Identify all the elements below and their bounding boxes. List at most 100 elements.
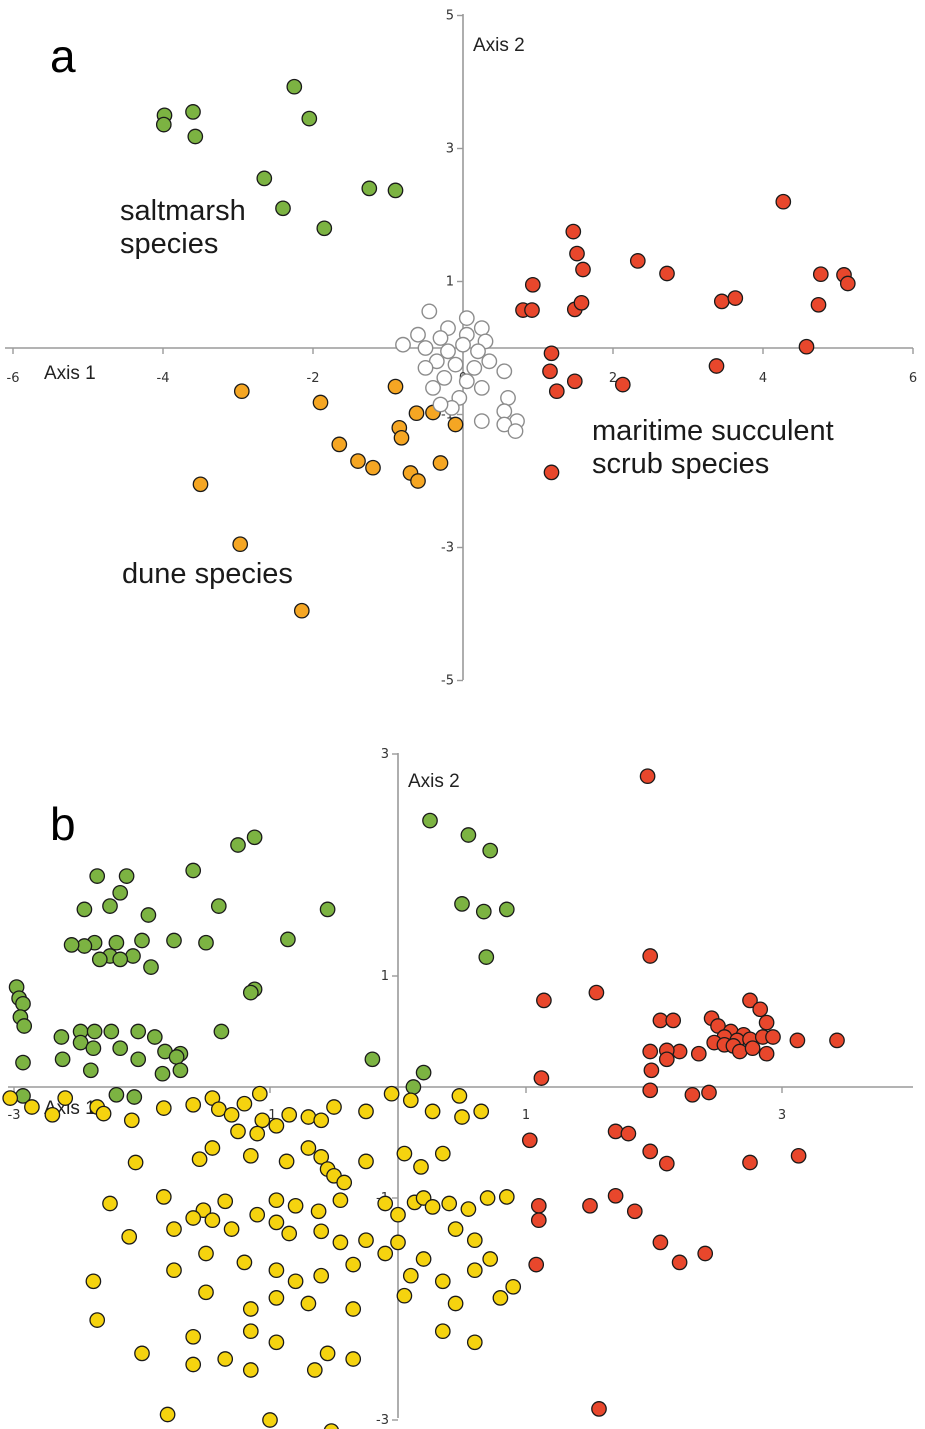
scatter-point (432, 455, 449, 471)
scatter-point (566, 373, 583, 390)
series-annotation: species (120, 228, 218, 260)
scatter-point (498, 901, 515, 918)
scatter-point (454, 1109, 470, 1125)
y-tick-label: -5 (441, 674, 454, 689)
x-tick-label: -2 (307, 371, 320, 386)
series-group (192, 378, 464, 619)
scatter-point (708, 358, 725, 374)
series-annotation: dune species (122, 558, 293, 590)
scatter-point (470, 343, 486, 360)
scatter-point (242, 1301, 259, 1317)
scatter-point (127, 1154, 144, 1171)
scatter-point (542, 363, 558, 380)
scatter-point (395, 336, 411, 353)
scatter-point (458, 310, 475, 326)
scatter-point (134, 1345, 150, 1362)
scatter-point (643, 1062, 660, 1079)
scatter-point (455, 336, 471, 353)
scatter-point (434, 1273, 451, 1290)
scatter-point (591, 1401, 607, 1417)
scatter-point (319, 1345, 336, 1362)
scatter-point (752, 1001, 769, 1018)
scatter-point (460, 827, 477, 843)
scatter-point (481, 353, 498, 370)
scatter-point (614, 376, 631, 393)
scatter-point (268, 1290, 285, 1306)
scatter-point (85, 1273, 102, 1290)
scatter-point (185, 104, 201, 120)
scatter-point (251, 1085, 268, 1102)
scatter-point (543, 345, 560, 362)
scatter-point (451, 1088, 468, 1104)
scatter-point (421, 303, 438, 320)
scatter-point (358, 1153, 374, 1170)
scatter-point (331, 436, 348, 453)
panel-label: a (50, 30, 76, 82)
scatter-point (198, 934, 214, 951)
x-tick-label: 3 (778, 1108, 786, 1123)
scatter-point (447, 1295, 464, 1312)
scatter-point (454, 896, 470, 912)
scatter-point (236, 1254, 253, 1271)
scatter-point (434, 1145, 451, 1162)
x-tick-label: 4 (759, 371, 767, 386)
scatter-point (402, 1092, 419, 1109)
scatter-point (569, 245, 585, 262)
x-tick-label: -6 (7, 371, 20, 386)
scatter-point (548, 383, 565, 400)
scatter-point (233, 383, 250, 400)
scatter-point (123, 1112, 140, 1129)
scatter-point (154, 1065, 171, 1082)
scatter-point (742, 1154, 758, 1171)
scatter-point (358, 1232, 374, 1249)
panel-label: b (50, 798, 76, 850)
scatter-point (620, 1125, 637, 1142)
scatter-point (210, 1101, 227, 1118)
scatter-point (287, 1197, 304, 1214)
scatter-point (690, 1045, 707, 1062)
scatter-point (223, 1106, 240, 1123)
series-group (2, 1085, 522, 1429)
scatter-point (103, 1023, 120, 1040)
scatter-point (15, 1054, 31, 1071)
scatter-point (155, 1189, 172, 1205)
scatter-point (345, 1301, 362, 1317)
scatter-point (140, 907, 157, 923)
scatter-point (697, 1245, 714, 1262)
scatter-point (390, 1206, 406, 1223)
scatter-point (53, 1029, 70, 1045)
scatter-point (393, 429, 410, 446)
scatter-point (76, 901, 93, 918)
scatter-point (775, 193, 792, 210)
scatter-point (422, 812, 438, 829)
scatter-point (287, 1273, 304, 1290)
scatter-point (466, 1262, 483, 1279)
scatter-point (313, 1112, 330, 1129)
scatter-point (629, 253, 646, 269)
series-group (8, 812, 515, 1105)
scatter-point (345, 1256, 362, 1273)
scatter-point (146, 1029, 163, 1045)
scatter-point (268, 1262, 285, 1279)
scatter-point (301, 110, 318, 127)
scatter-point (432, 396, 449, 413)
scatter-point (268, 1192, 285, 1209)
scatter-point (466, 1232, 483, 1249)
scatter-point (345, 1351, 362, 1367)
scatter-point (172, 1062, 189, 1079)
scatter-point (16, 1018, 33, 1034)
scatter-point (436, 369, 453, 386)
scatter-point (684, 1086, 701, 1103)
scatter-point (798, 338, 815, 355)
scatter-point (44, 1106, 61, 1123)
scatter-point (108, 934, 125, 951)
scatter-point (223, 1221, 240, 1237)
x-tick-label: 6 (909, 371, 917, 386)
scatter-point (731, 1043, 748, 1060)
scatter-point (460, 1201, 477, 1217)
scatter-point (533, 1070, 550, 1086)
scatter-point (249, 1206, 266, 1223)
scatter-point (82, 1062, 99, 1079)
series-group (515, 193, 856, 481)
